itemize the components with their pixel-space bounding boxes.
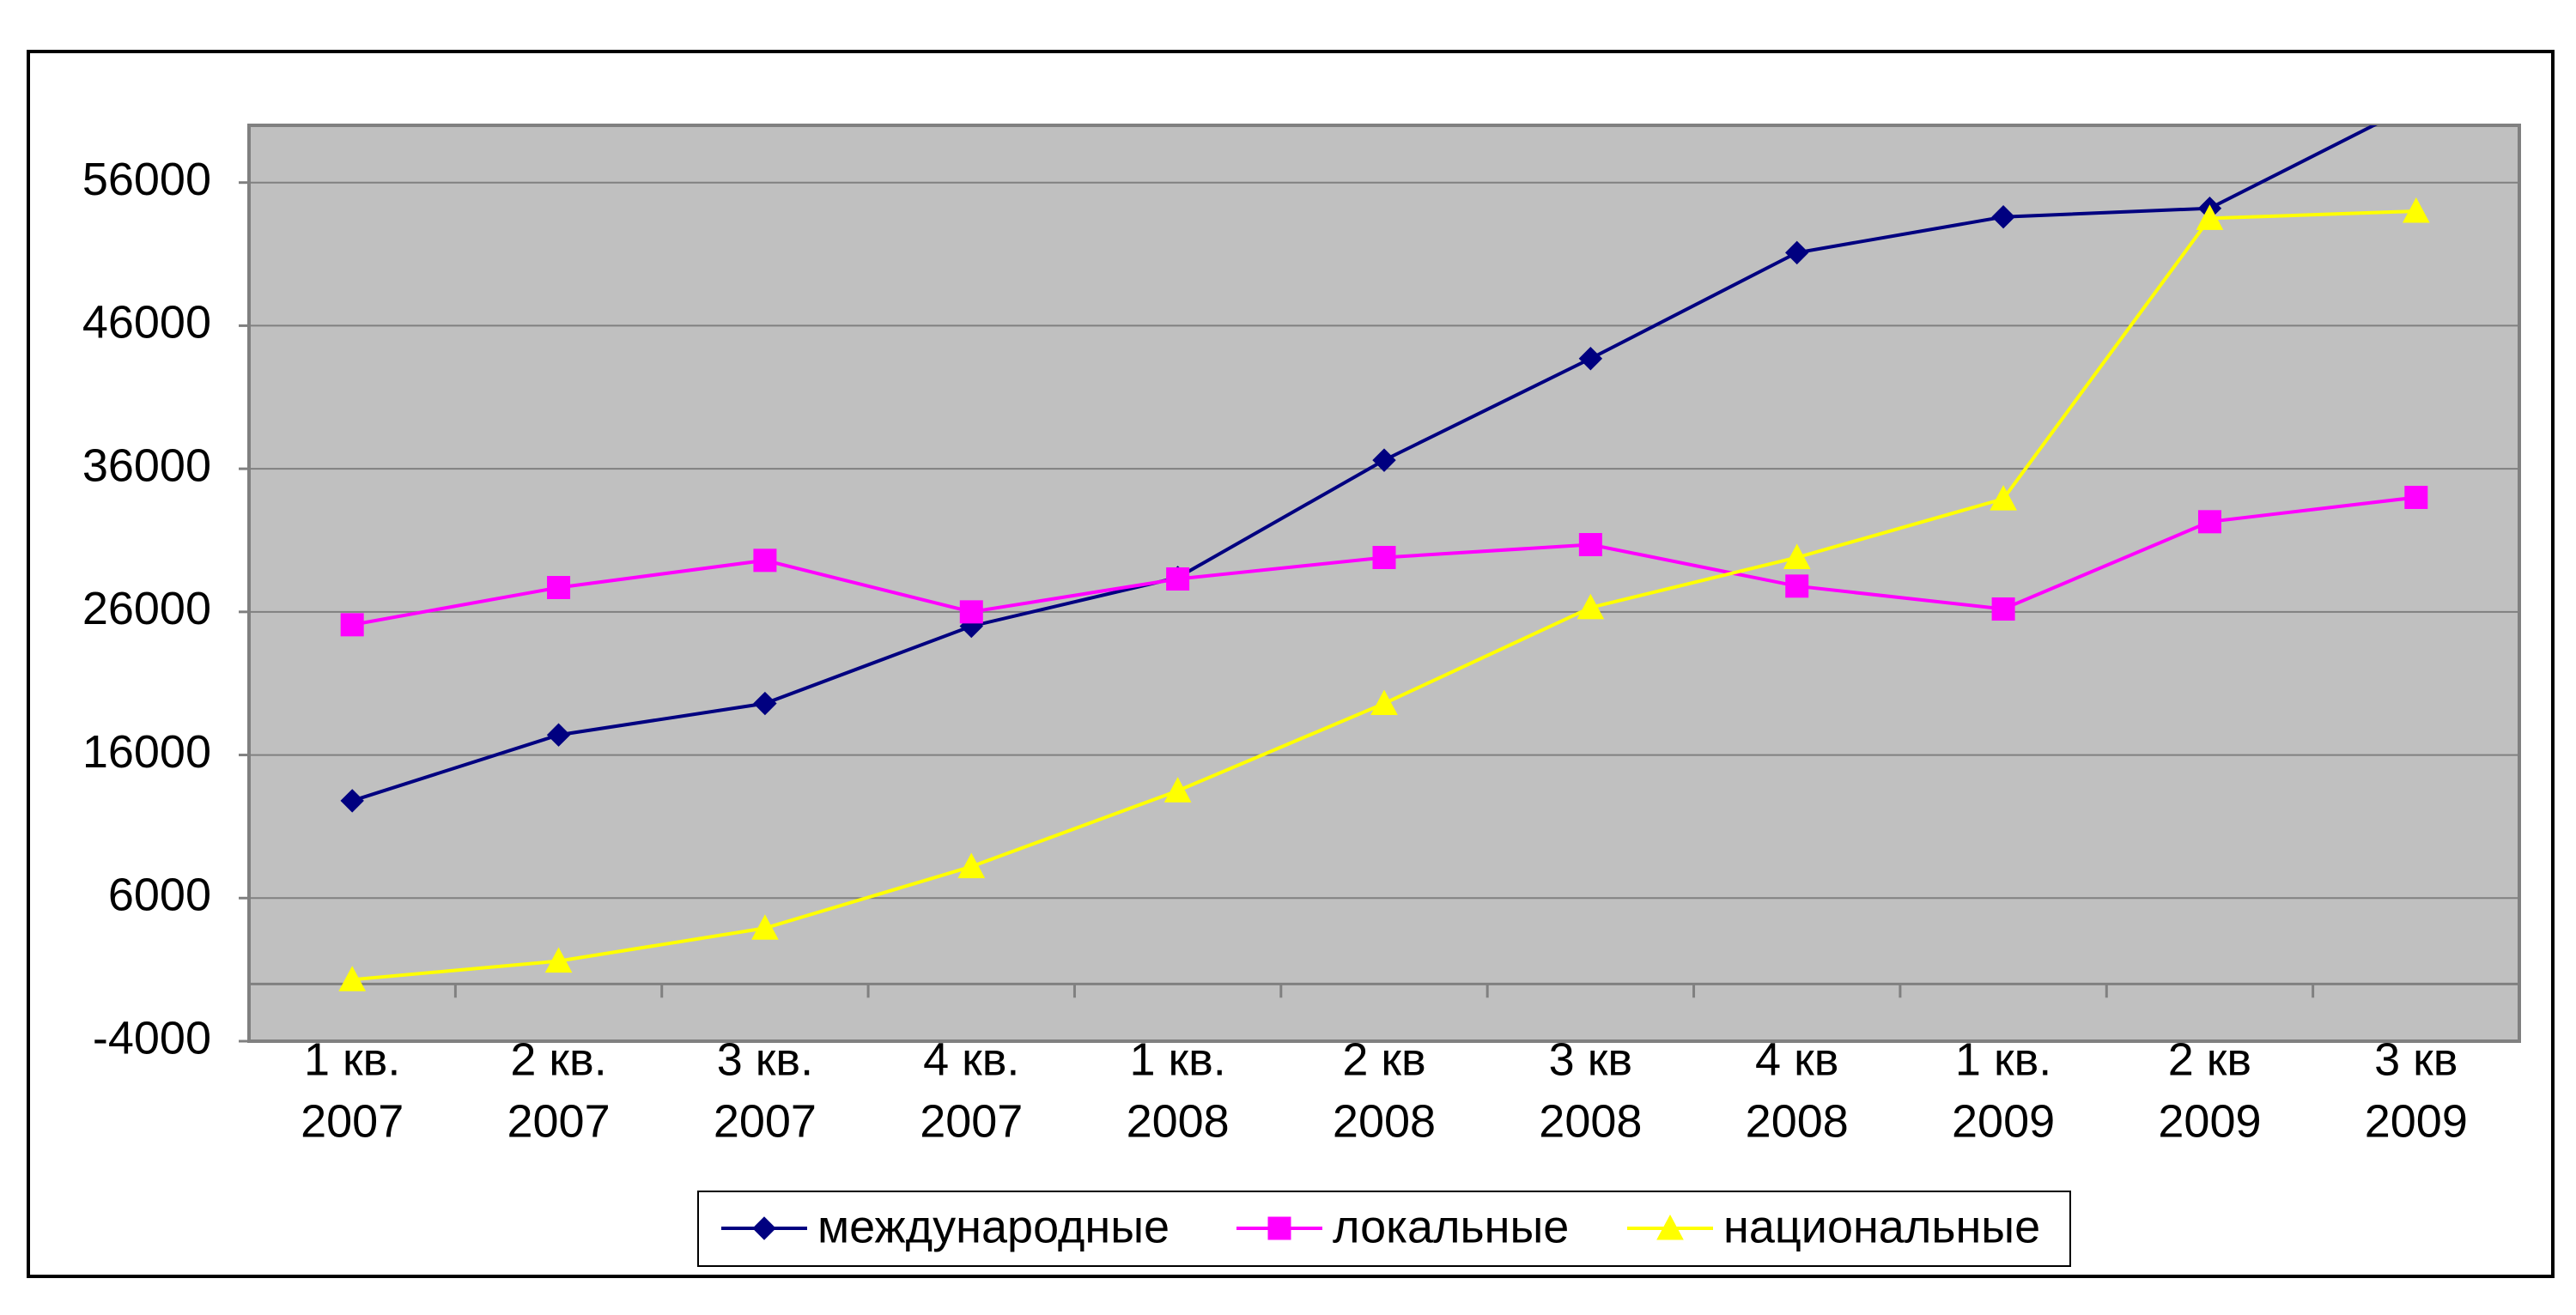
x-tick-label: 2007 [714,1095,817,1147]
point-marker [1991,204,2015,229]
y-tick-label: 36000 [82,439,211,491]
y-tick-label: 26000 [82,583,211,634]
legend-marker [752,1216,776,1240]
point-marker [753,691,777,716]
point-marker [2196,204,2224,230]
x-tick-label: 2007 [301,1095,404,1147]
legend-marker [1656,1214,1684,1240]
point-marker [340,789,364,813]
x-tick-label: 2008 [1127,1095,1230,1147]
x-tick-label: 3 кв [1549,1033,1632,1085]
legend-marker [1267,1216,1291,1240]
y-tick-label: 56000 [82,154,211,205]
point-marker [1577,593,1605,620]
y-tick-label: -4000 [93,1012,211,1064]
point-marker [2404,485,2428,509]
point-marker [544,947,573,973]
x-tick-label: 1 кв. [304,1033,400,1085]
x-tick-label: 4 кв. [923,1033,1019,1085]
point-marker [1578,532,1602,556]
point-marker [1372,545,1396,569]
x-tick-label: 2 кв. [510,1033,606,1085]
point-marker [2197,510,2221,534]
point-marker [547,576,571,600]
point-marker [957,852,986,879]
y-tick-label: 6000 [108,870,211,921]
grid [239,181,2521,1043]
x-tick-label: 2 кв [2168,1033,2251,1085]
x-tick-label: 3 кв. [717,1033,813,1085]
point-marker [338,966,367,991]
legend-label: национальные [1723,1201,2040,1252]
x-tick-label: 2009 [1952,1095,2055,1147]
point-marker [1785,574,1809,598]
point-marker [2402,197,2430,223]
point-marker [1578,347,1603,371]
point-marker [1785,240,1809,265]
plot-area [247,124,2521,1043]
legend-label: международные [817,1201,1170,1252]
x-tick-label: 2007 [507,1095,610,1147]
point-marker [1991,597,2015,621]
x-tick-label: 2 кв [1342,1033,1425,1085]
x-tick-label: 1 кв. [1955,1033,2051,1085]
x-tick-label: 2008 [1539,1095,1642,1147]
legend-box [697,1191,2071,1267]
point-marker [1783,543,1811,569]
point-marker [753,548,777,573]
x-tick-label: 2009 [2158,1095,2261,1147]
series-group [338,125,2430,991]
y-tick-label: 16000 [82,726,211,778]
point-marker [1163,777,1192,803]
x-tick-label: 3 кв [2374,1033,2458,1085]
point-marker [751,914,779,940]
point-marker [1166,567,1190,591]
point-marker [340,613,364,637]
x-tick-label: 2008 [1746,1095,1849,1147]
x-tick-label: 2008 [1333,1095,1436,1147]
point-marker [546,723,571,747]
x-tick-label: 4 кв [1755,1033,1838,1085]
point-marker [959,600,983,624]
point-marker [1990,485,2017,511]
point-marker [1372,448,1396,472]
x-tick-label: 2009 [2365,1095,2468,1147]
legend-label: локальные [1333,1201,1569,1252]
x-tick-label: 1 кв. [1129,1033,1225,1085]
point-marker [1370,689,1398,716]
x-tick-label: 2007 [920,1095,1023,1147]
y-tick-label: 46000 [82,297,211,348]
